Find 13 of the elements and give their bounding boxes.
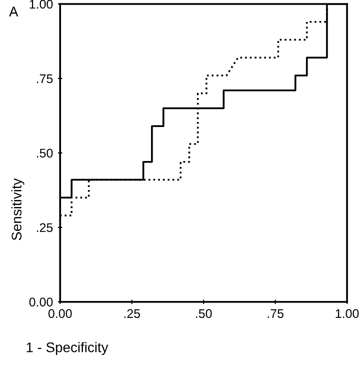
y-tick-label: 1.00 [30,0,53,9]
x-tick-label: .50 [196,309,212,318]
x-tick-label: .75 [268,309,284,318]
text: A [9,6,18,16]
y-tick-label: .75 [36,74,53,84]
y-tick-label: 0.00 [29,298,53,307]
y-tick-label: .25 [36,223,53,232]
x-axis-title: 1 - Specificity [26,342,108,356]
x-tick-label: 1.00 [336,309,359,318]
y-tick-label: .50 [36,148,53,158]
x-tick-label: .25 [124,309,140,318]
y-axis-title: Sensitivity [11,178,24,240]
x-tick-label: 0.00 [48,309,72,318]
